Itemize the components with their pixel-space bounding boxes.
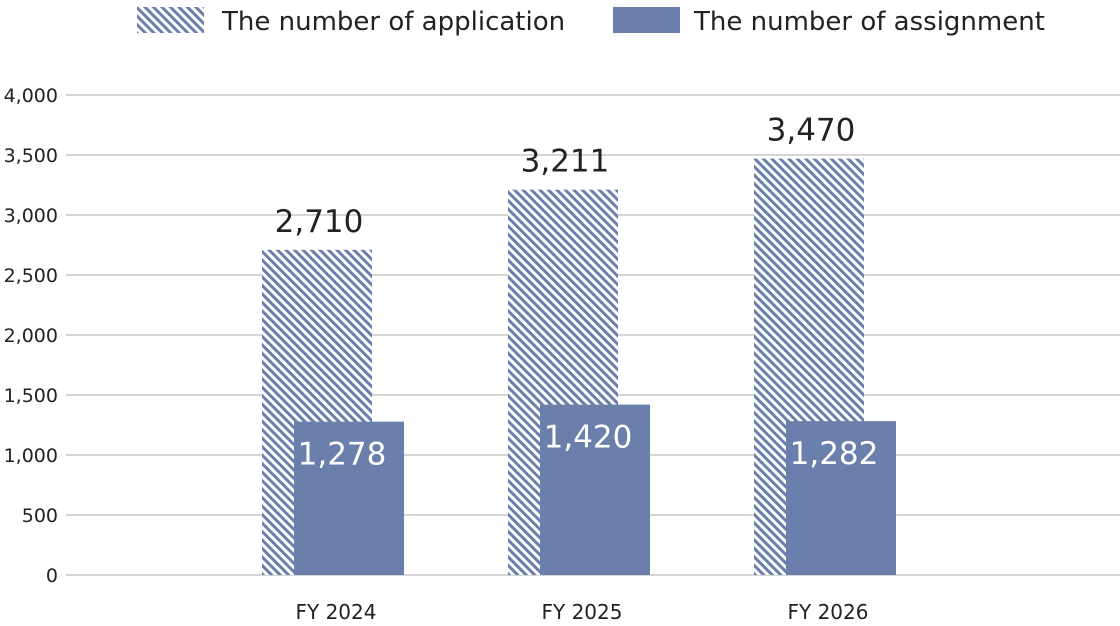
x-category-label: FY 2025 (542, 600, 623, 624)
legend-swatch-application (137, 7, 204, 33)
y-tick-label: 4,000 (4, 85, 58, 107)
legend: The number of application The number of … (137, 7, 1045, 37)
bar-assignment (786, 421, 896, 575)
x-category-label: FY 2024 (296, 600, 377, 624)
legend-swatch-assignment (613, 7, 680, 33)
data-label-application: 2,710 (275, 204, 364, 240)
y-tick-label: 1,000 (4, 445, 58, 467)
data-label-assignment: 1,420 (544, 420, 633, 456)
x-category-label: FY 2026 (788, 600, 869, 624)
data-labels: 2,710 1,278 3,211 1,420 3,470 1,282 (275, 113, 879, 473)
y-axis-tick-labels: 0 500 1,000 1,500 2,000 2,500 3,000 3,500 4,000 (4, 85, 58, 587)
legend-label-application: The number of application (221, 7, 565, 37)
legend-item-application: The number of application (137, 7, 565, 37)
y-tick-label: 2,000 (4, 325, 58, 347)
y-tick-label: 0 (46, 565, 58, 587)
data-label-application: 3,470 (767, 113, 856, 149)
bars (262, 158, 896, 576)
y-tick-label: 2,500 (4, 265, 58, 287)
y-tick-label: 1,500 (4, 385, 58, 407)
bar-assignment (540, 404, 650, 575)
y-tick-label: 3,000 (4, 205, 58, 227)
data-label-application: 3,211 (521, 144, 610, 180)
y-tick-label: 3,500 (4, 145, 58, 167)
y-tick-label: 500 (22, 505, 58, 527)
legend-label-assignment: The number of assignment (693, 7, 1045, 37)
data-label-assignment: 1,278 (298, 437, 387, 473)
legend-item-assignment: The number of assignment (613, 7, 1045, 37)
x-axis-category-labels: FY 2024 FY 2025 FY 2026 (296, 600, 869, 624)
data-label-assignment: 1,282 (790, 436, 879, 472)
bar-assignment (294, 421, 404, 575)
